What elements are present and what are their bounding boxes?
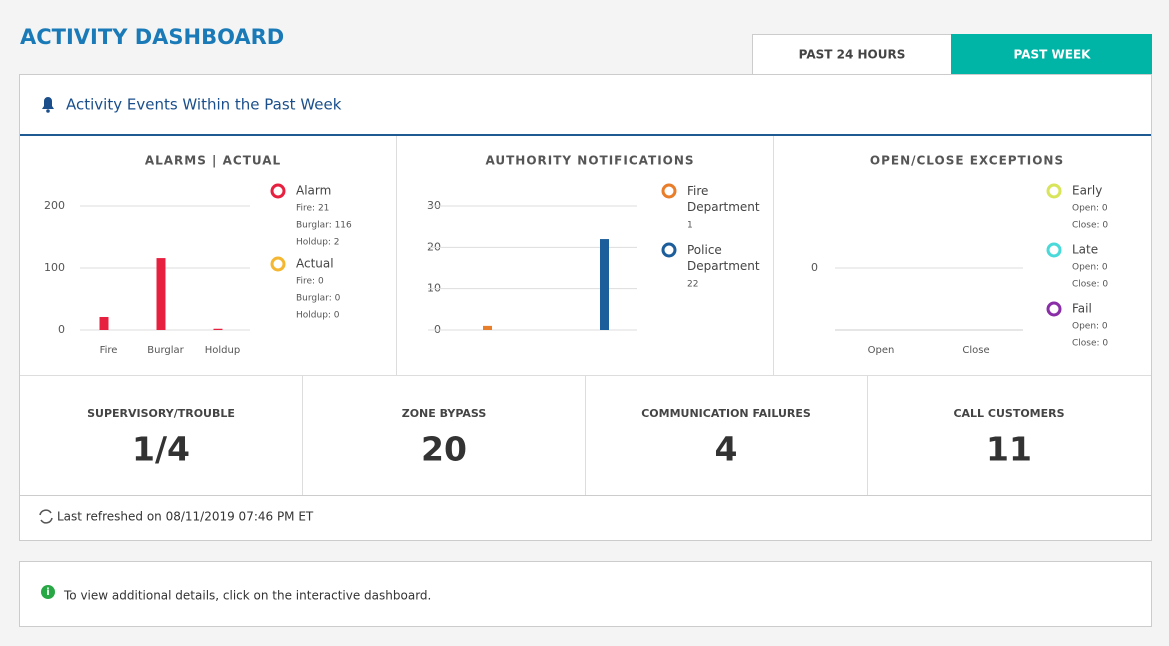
chart-title: ALARMS | ACTUAL	[145, 154, 281, 168]
legend-marker	[1046, 183, 1062, 199]
legend-label: Early	[1072, 184, 1102, 198]
legend-value: Open: 0	[1072, 263, 1108, 273]
legend-value: Burglar: 0	[296, 294, 341, 304]
y-tick-label: 100	[44, 261, 65, 274]
legend-marker	[1046, 242, 1062, 258]
legend-value: Fire: 0	[296, 277, 324, 287]
legend-value: 1	[687, 221, 693, 231]
legend-value: Close: 0	[1072, 280, 1108, 290]
legend-marker	[270, 183, 286, 199]
info-box	[19, 561, 1152, 627]
stat-value: 4	[715, 430, 738, 469]
tab-label[interactable]: PAST WEEK	[1014, 48, 1092, 62]
chart-title: AUTHORITY NOTIFICATIONS	[485, 154, 694, 168]
x-tick-label: Close	[962, 345, 989, 356]
refresh-text: Last refreshed on 08/11/2019 07:46 PM ET	[57, 510, 314, 524]
legend-value: Fire: 21	[296, 204, 329, 214]
legend-marker	[1046, 301, 1062, 317]
stat-value: 20	[421, 430, 467, 469]
panel-title: Activity Events Within the Past Week	[66, 96, 342, 114]
x-tick-label: Holdup	[205, 345, 240, 356]
legend-value: Burglar: 116	[296, 221, 352, 231]
x-tick-label: Open	[868, 345, 895, 356]
bar	[213, 328, 223, 330]
legend-value: Open: 0	[1072, 322, 1108, 332]
legend-label: Fail	[1072, 302, 1092, 316]
info-text: To view additional details, click on the…	[63, 589, 431, 603]
info-icon	[41, 585, 55, 599]
bar	[156, 258, 166, 330]
stat-label: ZONE BYPASS	[402, 407, 487, 420]
legend-value: Close: 0	[1072, 339, 1108, 349]
legend-label: Late	[1072, 243, 1098, 257]
x-tick-label: Burglar	[147, 345, 184, 356]
bell-icon	[42, 97, 54, 113]
chart-title: OPEN/CLOSE EXCEPTIONS	[870, 154, 1064, 168]
tab-label[interactable]: PAST 24 HOURS	[799, 48, 906, 62]
legend-marker	[270, 256, 286, 272]
tab[interactable]	[752, 34, 952, 75]
bar	[483, 325, 492, 330]
legend-value: 22	[687, 280, 698, 290]
stat-label: SUPERVISORY/TROUBLE	[87, 407, 235, 420]
refresh-icon	[39, 509, 53, 524]
legend-value: Holdup: 0	[296, 311, 340, 321]
legend-marker	[661, 183, 677, 199]
y-tick-label: 0	[58, 323, 65, 336]
bar	[99, 316, 109, 330]
stat-label: CALL CUSTOMERS	[953, 407, 1064, 420]
y-tick-label: 200	[44, 199, 65, 212]
info-icon-glyph: i	[46, 587, 49, 598]
page-title: ACTIVITY DASHBOARD	[20, 25, 284, 49]
legend-label: Fire Department	[687, 184, 760, 214]
legend-value: Holdup: 2	[296, 238, 340, 248]
bar	[600, 239, 609, 330]
tab-active[interactable]	[951, 34, 1152, 75]
legend-label: Alarm	[296, 184, 331, 198]
stat-value: 1/4	[132, 430, 190, 469]
stat-label: COMMUNICATION FAILURES	[641, 407, 811, 420]
legend-value: Open: 0	[1072, 204, 1108, 214]
legend-marker	[661, 242, 677, 258]
legend-label: Police Department	[687, 243, 760, 273]
x-tick-label: Fire	[100, 345, 118, 356]
y-tick-label: 0	[811, 261, 818, 274]
legend-label: Actual	[296, 257, 334, 271]
legend-value: Close: 0	[1072, 221, 1108, 231]
stat-value: 11	[986, 430, 1032, 469]
